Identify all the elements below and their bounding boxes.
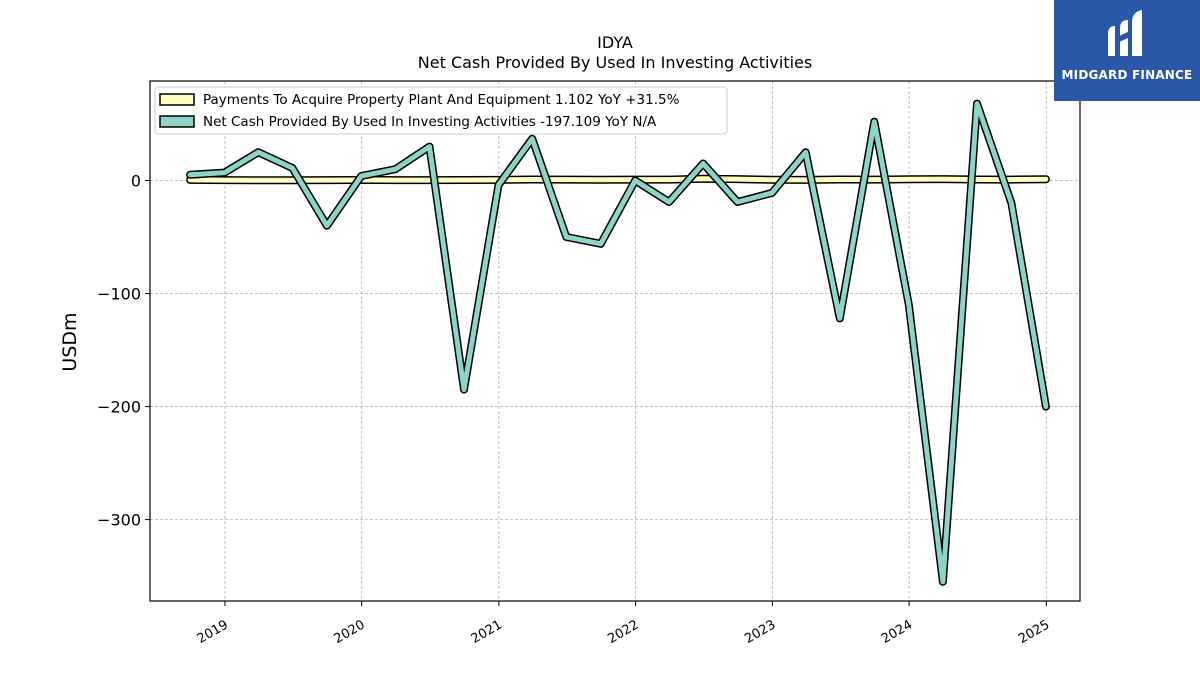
- legend: Payments To Acquire Property Plant And E…: [154, 86, 728, 135]
- plot-frame: [149, 80, 1081, 602]
- plot-area: [186, 99, 1050, 586]
- legend-swatch-ppe: [159, 93, 195, 106]
- series-line-ppe: [186, 174, 1050, 185]
- y-tick-label: −100: [97, 285, 141, 304]
- grid: [150, 81, 1080, 601]
- y-tick-label: −200: [97, 398, 141, 417]
- series-line-ppe-core: [187, 176, 1049, 183]
- x-tick-label: 2020: [332, 617, 368, 647]
- legend-label-ppe: Payments To Acquire Property Plant And E…: [203, 92, 680, 108]
- y-tick-label: −300: [97, 511, 141, 530]
- chart-subtitle: Net Cash Provided By Used In Investing A…: [418, 53, 812, 72]
- x-tick-label: 2021: [469, 617, 505, 647]
- midgard-logo-icon: [1108, 10, 1142, 56]
- legend-box: [154, 86, 728, 135]
- brand-name: MIDGARD FINANCE: [1061, 68, 1193, 82]
- x-tick-label: 2025: [1016, 617, 1052, 647]
- legend-swatch-investing: [159, 115, 195, 128]
- x-tick-label: 2022: [605, 617, 641, 647]
- y-tick-label: 0: [131, 171, 141, 190]
- x-tick-label: 2019: [195, 617, 231, 647]
- series-line-investing: [186, 99, 1050, 586]
- y-axis-label: USDm: [59, 312, 81, 371]
- x-tick-label: 2023: [742, 617, 778, 647]
- legend-label-investing: Net Cash Provided By Used In Investing A…: [203, 114, 657, 130]
- series-line-investing-core: [187, 101, 1049, 585]
- chart-title: IDYA: [597, 33, 633, 52]
- y-axis: 0 −100 −200 −300: [97, 171, 150, 530]
- brand-logo: MIDGARD FINANCE: [1054, 0, 1200, 101]
- x-tick-label: 2024: [879, 617, 915, 647]
- x-axis: 2019 2020 2021 2022 2023 2024 2025: [195, 601, 1052, 647]
